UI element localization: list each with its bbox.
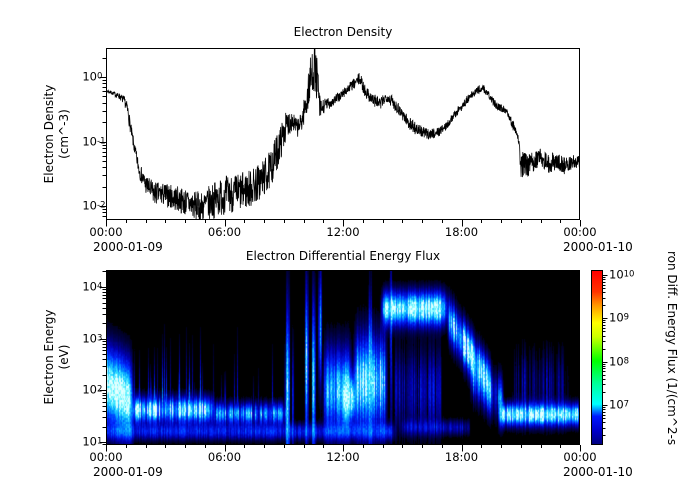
top-y-tick-label: 10 -2 (82, 198, 106, 213)
colorbar-tick-label: 10 8 (609, 354, 630, 369)
bottom-x-date-right: 2000-01-10 (563, 465, 633, 479)
top-x-tick-label: 06:00 (207, 225, 242, 239)
top-y-tick-label: 10 -1 (82, 134, 106, 149)
top-x-tick-label: 12:00 (326, 225, 360, 239)
colorbar-label: ron Diff. Energy Flux (1/(cm^2-s (665, 251, 679, 446)
top-x-tick-label: 00:00 (563, 225, 597, 239)
bottom-x-tick-label: 12:00 (326, 450, 360, 464)
bottom-x-date-left: 2000-01-09 (93, 465, 163, 479)
bottom-ylabel-line1: Electron Energy (42, 309, 56, 405)
bottom-x-tick-label: 18:00 (444, 450, 479, 464)
top-plot-title: Electron Density (293, 25, 393, 39)
colorbar-tick-label: 10 7 (609, 397, 630, 412)
bottom-x-tick-label: 06:00 (207, 450, 242, 464)
top-x-date-right: 2000-01-10 (563, 240, 633, 254)
bottom-y-tick-label: 10 4 (82, 279, 103, 294)
bottom-x-tick-label: 00:00 (89, 450, 123, 464)
bottom-plot-title: Electron Differential Energy Flux (245, 249, 441, 263)
colorbar-tick-label: 10 9 (609, 310, 630, 325)
top-x-tick-label: 18:00 (444, 225, 479, 239)
top-ylabel-line1: Electron Density (42, 84, 56, 184)
bottom-y-tick-label: 10 2 (82, 382, 103, 397)
bottom-y-tick-label: 10 3 (82, 331, 103, 346)
density-curve (107, 49, 579, 219)
top-x-tick-label: 00:00 (89, 225, 123, 239)
colorbar-tick-label: 10 10 (609, 267, 635, 282)
bottom-plot-ylabel: Electron Energy (eV) (42, 309, 72, 404)
colorbar-gradient (591, 270, 603, 445)
bottom-y-tick-label: 10 1 (82, 434, 103, 449)
spectrogram-canvas (106, 270, 580, 445)
top-plot-ylabel: Electron Density (cm^-3) (42, 85, 72, 184)
top-ylabel-line2: (cm^-3) (57, 109, 71, 159)
top-x-date-left: 2000-01-09 (93, 240, 163, 254)
bottom-ylabel-line2: (eV) (57, 344, 71, 370)
top-y-tick-label: 10 0 (82, 69, 103, 84)
bottom-x-tick-label: 00:00 (563, 450, 597, 464)
